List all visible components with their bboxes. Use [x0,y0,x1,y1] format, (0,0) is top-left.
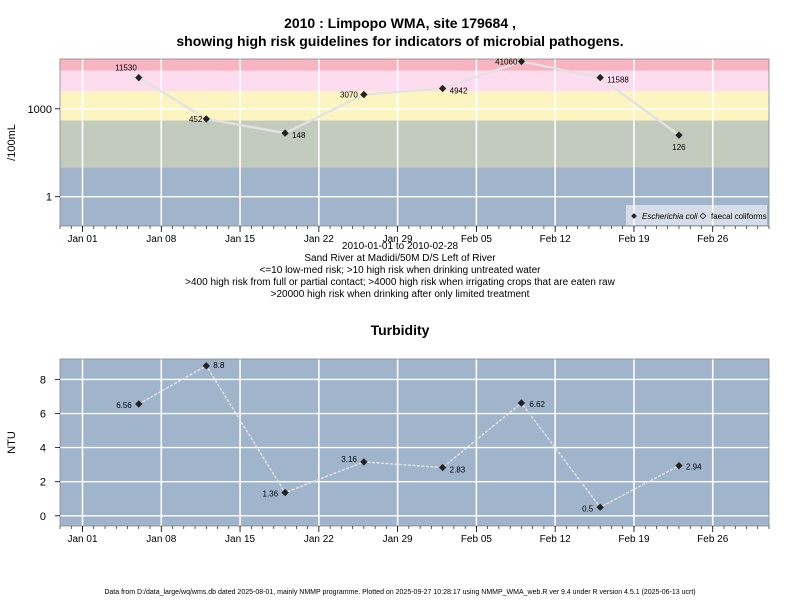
y-axis-label: /100mL [6,124,18,161]
microbial-x-tick-label: Jan 01 [67,234,97,245]
turbidity-data-label: 1.36 [263,490,279,499]
turbidity-data-point [135,400,143,408]
ecoli-data-label: 11588 [607,76,629,85]
ecoli-data-label: 41060 [495,58,518,67]
ecoli-data-point [202,115,210,123]
microbial-x-tick-label: Jan 29 [383,234,413,245]
ecoli-data-point [438,84,447,93]
turbidity-data-label: 2.94 [686,463,702,472]
turbidity-x-tick-label: Jan 15 [225,534,255,545]
ecoli-data-point [517,57,526,66]
microbial-x-tick-label: Feb 26 [697,234,729,245]
y-tick-label: 6 [40,409,46,421]
turbidity-data-label: 8.8 [213,361,225,370]
turbidity-x-tick-label: Jan 29 [383,534,413,545]
legend-ecoli-symbol [631,213,637,219]
risk-guideline-note-3: >20000 high risk when drinking after onl… [270,289,530,300]
turbidity-plot-background [60,359,769,526]
ecoli-data-point [135,73,143,82]
microbial-x-tick-label: Feb 12 [540,234,572,245]
plot-border [59,358,770,527]
turbidity-data-label: 0.5 [582,504,594,513]
y-tick-label: 8 [40,374,46,386]
risk-band [60,59,769,71]
ecoli-data-label: 3070 [340,91,358,100]
footer-source-note: Data from D:/data_large/wq/wms.db dated … [104,589,696,596]
legend: Escherichia coli faecal coliforms [626,205,767,225]
y-tick-label: 1000 [28,104,52,116]
ecoli-data-label: 452 [189,115,203,124]
turbidity-data-label: 2.83 [450,466,466,475]
turbidity-data-point [281,488,289,497]
y-tick-label: 4 [40,443,46,455]
date-range-note: 2010-01-01 to 2010-02-28 [341,241,459,252]
microbial-x-tick-label: Jan 08 [146,234,176,245]
turbidity-data-point [438,463,447,472]
risk-guideline-note-1: <=10 low-med risk; >10 high risk when dr… [259,265,541,276]
ecoli-data-point [596,73,604,82]
ecoli-data-label: 126 [672,143,686,152]
turbidity-x-tick-label: Jan 08 [146,534,176,545]
y-axis-label: NTU [6,431,18,454]
turbidity-chart: 0 2 4 6 8 NTU 6.56 8.8 1.36 3.16 2.83 6.62 0.5 2.94 [6,358,770,527]
legend-ecoli-label: Escherichia coli [642,212,698,221]
plot-border [59,58,770,227]
ecoli-data-point [281,129,289,137]
microbial-chart: 1 1000/100mL 11530 452 148 3070 4942 41060 11588… [6,57,770,227]
turbidity-series-line [138,364,680,509]
turbidity-x-tick-label: Feb 26 [697,534,729,545]
turbidity-x-tick-label: Feb 12 [540,534,572,545]
turbidity-data-label: 6.56 [116,401,132,410]
ecoli-data-label: 148 [292,131,306,140]
risk-guideline-note-2: >400 high risk from full or partial cont… [185,277,615,288]
ecoli-data-label: 4942 [450,86,468,95]
turbidity-x-tick-label: Feb 19 [618,534,650,545]
turbidity-x-tick-label: Jan 01 [67,534,97,545]
ecoli-data-point [360,90,368,99]
risk-band [60,70,769,92]
turbidity-data-point [596,503,604,511]
microbial-x-tick-label: Feb 05 [461,234,493,245]
turbidity-chart-title: Turbidity [370,322,430,338]
turbidity-data-point [675,461,683,470]
turbidity-x-tick-label: Jan 22 [304,534,334,545]
microbial-x-tick-label: Jan 22 [304,234,334,245]
y-tick-label: 0 [40,511,46,523]
turbidity-data-label: 6.62 [529,400,545,409]
chart-title-line2: showing high risk guidelines for indicat… [176,33,624,49]
ecoli-data-label: 11530 [115,64,137,73]
legend-box [626,205,767,225]
y-tick-label: 2 [40,477,46,489]
ecoli-data-point [675,131,683,139]
turbidity-data-point [360,458,368,466]
legend-faecal-label: faecal coliforms [711,212,767,221]
risk-band [60,120,769,168]
turbidity-x-tick-label: Feb 05 [461,534,493,545]
site-description-note: Sand River at Madidi/50M D/S Left of Riv… [304,253,496,264]
legend-faecal-symbol [699,212,707,220]
chart-title-line1: 2010 : Limpopo WMA, site 179684 , [284,15,516,31]
y-tick-label: 1 [46,192,52,204]
ecoli-series-line [138,60,680,137]
turbidity-data-label: 3.16 [341,455,357,464]
turbidity-data-point [517,399,526,407]
microbial-x-tick-label: Feb 19 [618,234,650,245]
microbial-x-tick-label: Jan 15 [225,234,255,245]
